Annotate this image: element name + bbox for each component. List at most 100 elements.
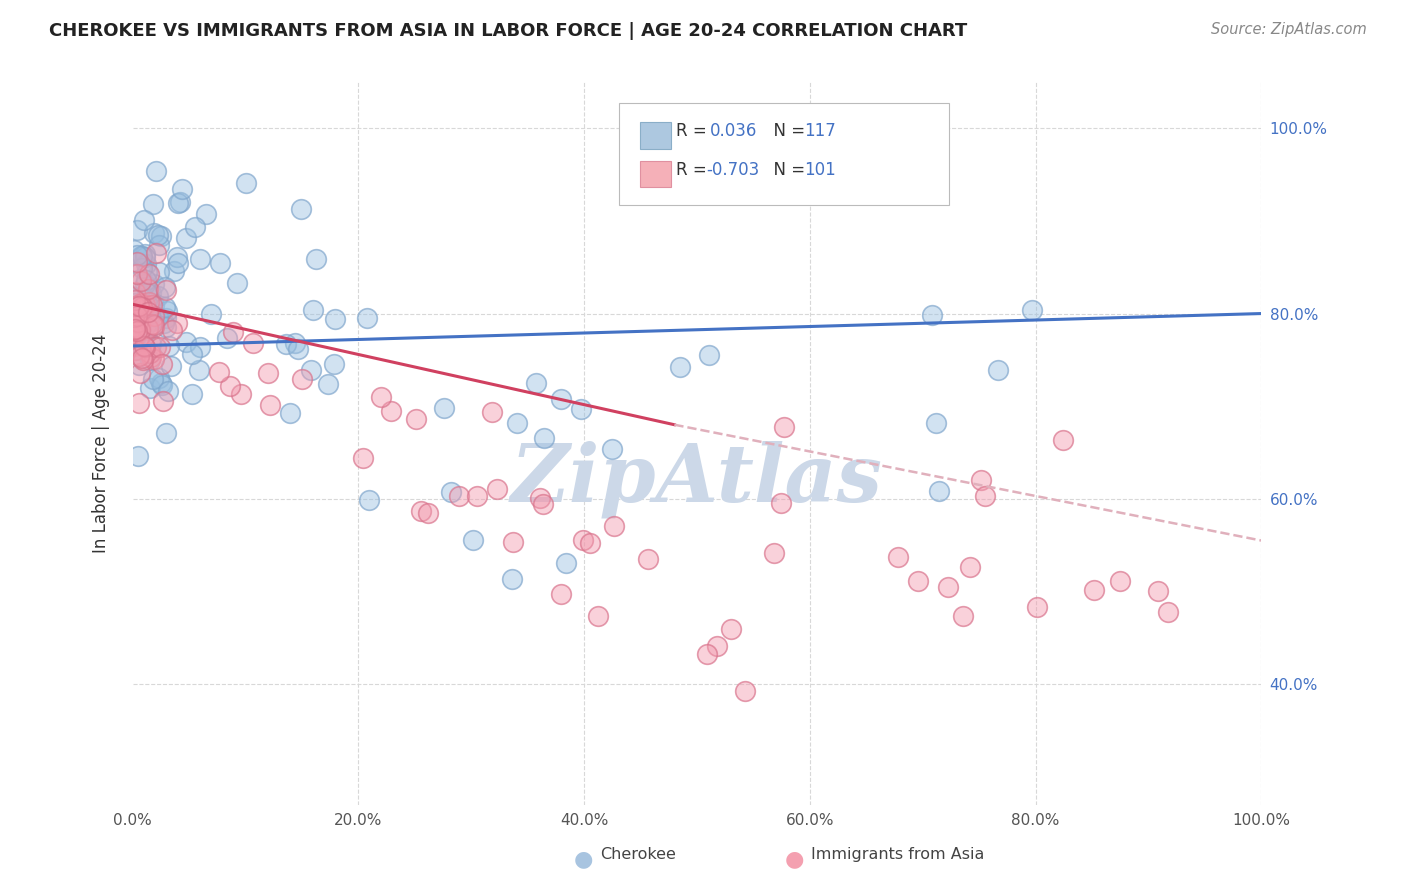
Point bbox=[127, 324, 149, 338]
Point bbox=[231, 386, 253, 401]
Point bbox=[127, 310, 149, 324]
Point bbox=[1052, 433, 1074, 447]
Point bbox=[706, 639, 728, 653]
Point bbox=[555, 556, 578, 570]
Point bbox=[149, 340, 172, 354]
Point bbox=[416, 506, 439, 520]
Point bbox=[356, 311, 378, 326]
Point bbox=[405, 411, 427, 425]
Point bbox=[122, 295, 145, 310]
Point bbox=[571, 533, 593, 547]
Point bbox=[143, 298, 166, 312]
Text: N =: N = bbox=[763, 122, 811, 140]
Point bbox=[359, 492, 381, 507]
Point bbox=[208, 255, 231, 269]
Point bbox=[136, 282, 159, 296]
Point bbox=[987, 363, 1010, 377]
Point bbox=[138, 381, 160, 395]
Point bbox=[259, 398, 281, 412]
Point bbox=[127, 268, 149, 282]
Point bbox=[143, 226, 166, 240]
Point bbox=[274, 337, 297, 351]
Point bbox=[138, 353, 160, 368]
Point bbox=[207, 365, 229, 379]
Text: 117: 117 bbox=[804, 122, 837, 140]
Point bbox=[131, 248, 153, 262]
Point bbox=[501, 572, 523, 586]
Point bbox=[125, 300, 148, 314]
Point bbox=[166, 250, 188, 264]
Point bbox=[129, 274, 152, 288]
Point bbox=[449, 489, 471, 503]
Point bbox=[290, 202, 312, 216]
Point bbox=[195, 207, 218, 221]
Point bbox=[125, 298, 148, 312]
Point bbox=[586, 608, 609, 623]
Point bbox=[235, 176, 257, 190]
Point bbox=[190, 340, 212, 354]
Point bbox=[180, 346, 202, 360]
Point bbox=[134, 212, 156, 227]
Point bbox=[141, 318, 163, 332]
Point bbox=[316, 376, 339, 391]
Point bbox=[128, 358, 150, 372]
Text: R =: R = bbox=[676, 122, 717, 140]
Point bbox=[1021, 302, 1043, 317]
Point bbox=[180, 387, 202, 401]
Point bbox=[155, 310, 177, 325]
Point bbox=[143, 319, 166, 334]
Point bbox=[409, 504, 432, 518]
Point bbox=[143, 318, 166, 333]
Point bbox=[129, 316, 152, 330]
Point bbox=[465, 489, 488, 503]
Point bbox=[146, 227, 169, 242]
Point bbox=[125, 300, 148, 314]
Point bbox=[463, 533, 485, 548]
Point bbox=[135, 265, 157, 279]
Point bbox=[145, 340, 167, 354]
Point bbox=[141, 298, 163, 312]
Point bbox=[278, 406, 301, 420]
Text: N =: N = bbox=[763, 161, 811, 178]
Point bbox=[136, 320, 159, 334]
Point bbox=[148, 264, 170, 278]
Text: 0.036: 0.036 bbox=[710, 122, 758, 140]
Point bbox=[134, 297, 156, 311]
Point bbox=[122, 339, 145, 353]
Point bbox=[669, 360, 692, 375]
Point bbox=[600, 442, 623, 456]
Point bbox=[433, 401, 456, 416]
Point bbox=[138, 268, 160, 282]
Point bbox=[166, 316, 188, 330]
Point bbox=[225, 276, 247, 290]
Point bbox=[122, 319, 145, 334]
Point bbox=[122, 243, 145, 257]
Point bbox=[124, 330, 146, 344]
Point bbox=[131, 351, 153, 365]
Point bbox=[734, 683, 756, 698]
Point bbox=[129, 337, 152, 351]
Point bbox=[148, 289, 170, 303]
Point bbox=[170, 182, 193, 196]
Point bbox=[925, 416, 948, 430]
Point bbox=[174, 231, 197, 245]
Point bbox=[531, 498, 554, 512]
Point bbox=[129, 249, 152, 263]
Point bbox=[125, 248, 148, 262]
Point bbox=[128, 396, 150, 410]
Point bbox=[139, 285, 162, 300]
Point bbox=[921, 308, 943, 322]
Point bbox=[138, 295, 160, 310]
Point bbox=[887, 549, 910, 564]
Point bbox=[720, 622, 742, 636]
Point bbox=[160, 359, 183, 374]
Text: Immigrants from Asia: Immigrants from Asia bbox=[811, 847, 984, 862]
Point bbox=[124, 293, 146, 307]
Point bbox=[167, 256, 190, 270]
Point bbox=[533, 431, 555, 445]
Point bbox=[124, 310, 146, 325]
Point bbox=[579, 536, 602, 550]
Point bbox=[129, 309, 152, 323]
Point bbox=[134, 277, 156, 292]
Point bbox=[529, 491, 551, 505]
